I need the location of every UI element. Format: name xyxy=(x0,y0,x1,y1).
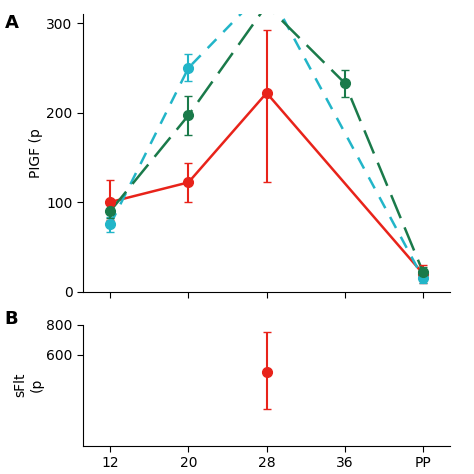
Y-axis label: sFlt
(p: sFlt (p xyxy=(13,373,44,397)
Y-axis label: PIGF (p: PIGF (p xyxy=(29,128,44,178)
Text: A: A xyxy=(5,14,18,32)
Text: B: B xyxy=(5,310,18,328)
